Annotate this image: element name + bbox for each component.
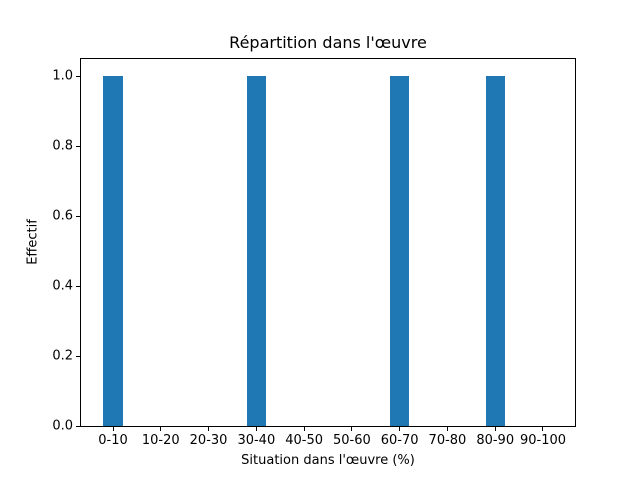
y-axis-label: Effectif (25, 219, 41, 265)
bar-30-40 (246, 76, 266, 426)
y-tick-label: 0.0 (52, 418, 73, 434)
y-tick-mark (76, 145, 80, 147)
x-tick-mark (494, 427, 496, 431)
x-tick-label: 70-80 (428, 433, 467, 448)
y-tick-label: 1.0 (52, 68, 73, 84)
x-tick-label: 30-40 (237, 433, 276, 448)
x-tick-mark (399, 427, 401, 431)
x-tick-mark (160, 427, 162, 431)
x-tick-label: 90-100 (519, 433, 567, 448)
y-tick-label: 0.4 (52, 278, 73, 294)
x-tick-label: 10-20 (141, 433, 180, 448)
x-tick-mark (208, 427, 210, 431)
x-tick-mark (542, 427, 544, 431)
x-tick-mark (112, 427, 114, 431)
y-tick-mark (76, 425, 80, 427)
x-tick-label: 60-70 (380, 433, 419, 448)
plot-area: 0-10 10-20 20-30 30-40 40-50 50-60 60-70 70-80 8… (52, 58, 576, 447)
x-tick-mark (303, 427, 305, 431)
x-tick-mark (351, 427, 353, 431)
x-axis-label: Situation dans l'œuvre (%) (241, 453, 415, 468)
x-tick-label: 20-30 (189, 433, 228, 448)
y-tick-label: 0.6 (52, 208, 73, 224)
y-tick-mark (76, 75, 80, 77)
x-tick-label: 80-90 (476, 433, 515, 448)
y-tick-mark (76, 215, 80, 217)
x-tick-label: 0-10 (98, 433, 128, 448)
y-tick-label: 0.8 (52, 138, 73, 154)
y-tick-mark (76, 355, 80, 357)
bar-80-90 (485, 76, 505, 426)
y-tick-label: 0.2 (52, 348, 73, 364)
bar-60-70 (390, 76, 410, 426)
x-tick-mark (446, 427, 448, 431)
x-tick-label: 50-60 (332, 433, 371, 448)
chart-title: Répartition dans l'œuvre (229, 33, 427, 52)
y-tick-mark (76, 285, 80, 287)
x-tick-label: 40-50 (285, 433, 323, 448)
bar-0-10 (103, 76, 123, 426)
x-tick-mark (255, 427, 257, 431)
